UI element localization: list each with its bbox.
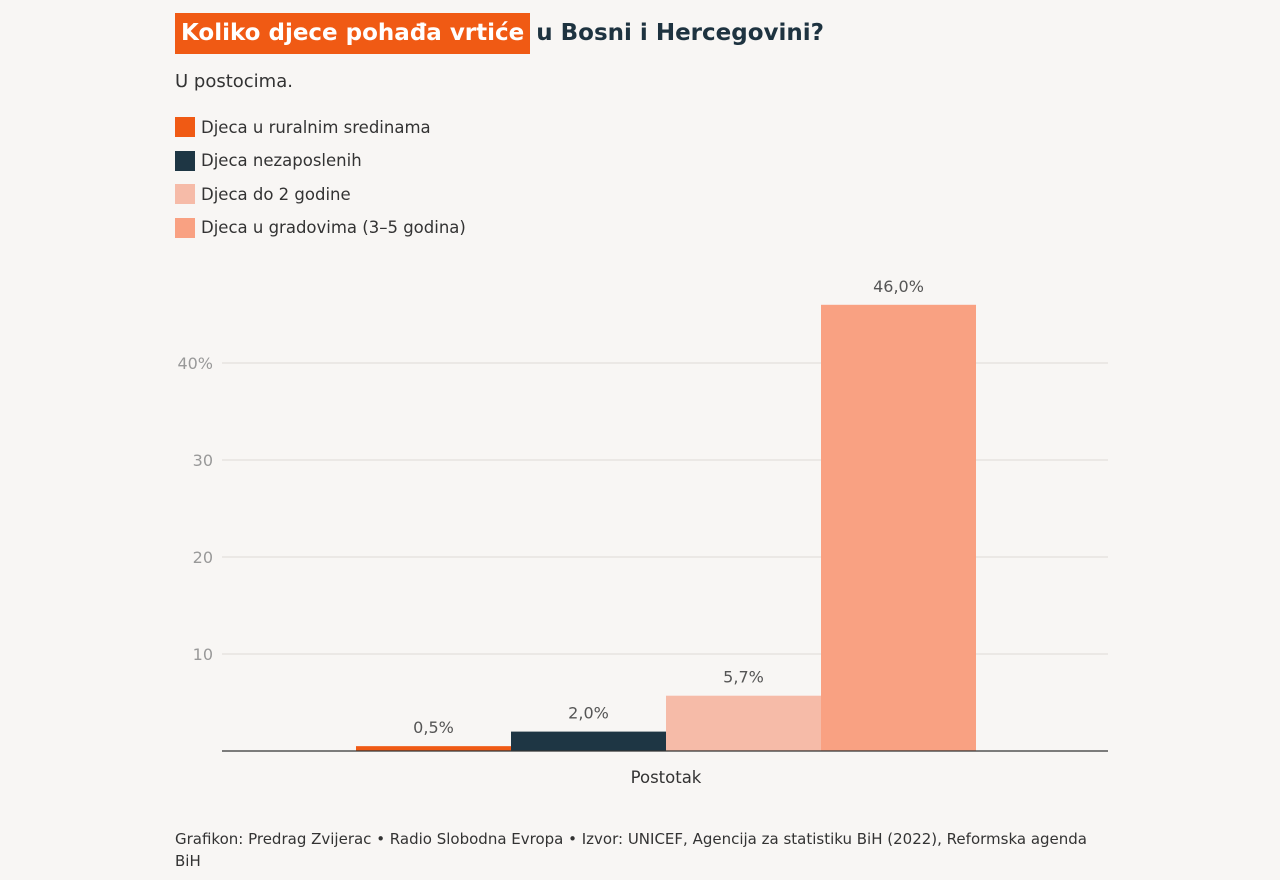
legend-label: Djeca do 2 godine bbox=[201, 184, 351, 204]
legend-swatch bbox=[175, 150, 195, 171]
legend-item-rural: Djeca u ruralnim sredinama bbox=[175, 116, 466, 138]
chart-title-highlight: Koliko djece pohađa vrtiće bbox=[175, 12, 531, 54]
legend-label: Djeca u ruralnim sredinama bbox=[201, 117, 431, 137]
y-tick-label: 20 bbox=[193, 548, 213, 567]
chart-title-rest: u Bosni i Hercegovini? bbox=[536, 20, 824, 46]
chart-subtitle: U postocima. bbox=[175, 71, 293, 92]
legend: Djeca u ruralnim sredinama Djeca nezaposl… bbox=[175, 116, 466, 250]
chart-footer: Grafikon: Predrag Zvijerac • Radio Slobo… bbox=[175, 830, 1087, 870]
legend-item-cities: Djeca u gradovima (3–5 godina) bbox=[175, 217, 466, 239]
legend-label: Djeca u gradovima (3–5 godina) bbox=[201, 218, 466, 237]
data-label: 0,5% bbox=[413, 718, 454, 737]
x-axis-label: Postotak bbox=[631, 768, 702, 787]
data-label: 46,0% bbox=[873, 277, 924, 296]
data-label: 2,0% bbox=[568, 704, 609, 723]
legend-item-unemployed: Djeca nezaposlenih bbox=[175, 150, 466, 172]
bar bbox=[511, 731, 666, 751]
legend-swatch bbox=[175, 117, 195, 137]
y-tick-label: 30 bbox=[193, 451, 213, 470]
y-tick-label: 40% bbox=[177, 354, 213, 373]
bar bbox=[821, 304, 976, 751]
data-label: 5,7% bbox=[723, 668, 764, 687]
y-tick-label: 10 bbox=[193, 645, 213, 664]
chart-title: Koliko djece pohađa vrtiće u Bosni i Her… bbox=[175, 10, 824, 56]
legend-item-under-2: Djeca do 2 godine bbox=[175, 183, 466, 205]
bar bbox=[666, 695, 821, 751]
legend-label: Djeca nezaposlenih bbox=[201, 151, 362, 170]
legend-swatch bbox=[175, 217, 195, 238]
legend-swatch bbox=[175, 184, 195, 204]
bar bbox=[356, 746, 511, 751]
